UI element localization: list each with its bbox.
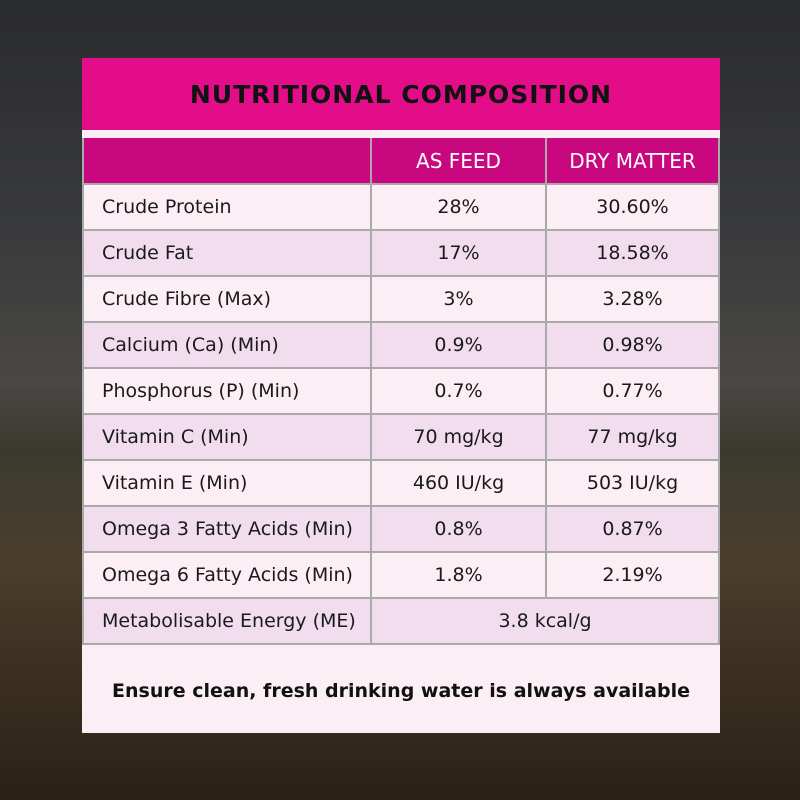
value-cell: 3% [372,277,545,321]
row-label: Metabolisable Energy (ME) [84,599,370,643]
footer-note: Ensure clean, fresh drinking water is al… [82,648,720,733]
value-cell: 3.28% [547,277,718,321]
row-label: Phosphorus (P) (Min) [84,369,370,413]
nutrition-card: NUTRITIONAL COMPOSITION AS FEED DRY MATTE… [82,58,720,733]
value-cell: 460 IU/kg [372,461,545,505]
row-label: Crude Fat [84,231,370,275]
header-cell [84,138,370,183]
value-cell: 30.60% [547,185,718,229]
value-cell: 1.8% [372,553,545,597]
value-cell: 0.7% [372,369,545,413]
column-header: AS FEED [372,138,545,183]
column-header: DRY MATTER [547,138,718,183]
title: NUTRITIONAL COMPOSITION [82,58,720,130]
row-label: Crude Protein [84,185,370,229]
value-cell: 0.8% [372,507,545,551]
table: AS FEED DRY MATTER Crude Protein 28% 30.60% C… [82,138,720,645]
value-cell: 17% [372,231,545,275]
row-label: Vitamin E (Min) [84,461,370,505]
value-cell: 3.8 kcal/g [372,599,718,643]
value-cell: 28% [372,185,545,229]
value-cell: 0.87% [547,507,718,551]
row-label: Calcium (Ca) (Min) [84,323,370,367]
value-cell: 70 mg/kg [372,415,545,459]
value-cell: 18.58% [547,231,718,275]
value-cell: 0.77% [547,369,718,413]
value-cell: 2.19% [547,553,718,597]
row-label: Omega 6 Fatty Acids (Min) [84,553,370,597]
row-label: Vitamin C (Min) [84,415,370,459]
value-cell: 0.9% [372,323,545,367]
value-cell: 77 mg/kg [547,415,718,459]
value-cell: 0.98% [547,323,718,367]
row-label: Crude Fibre (Max) [84,277,370,321]
row-label: Omega 3 Fatty Acids (Min) [84,507,370,551]
value-cell: 503 IU/kg [547,461,718,505]
